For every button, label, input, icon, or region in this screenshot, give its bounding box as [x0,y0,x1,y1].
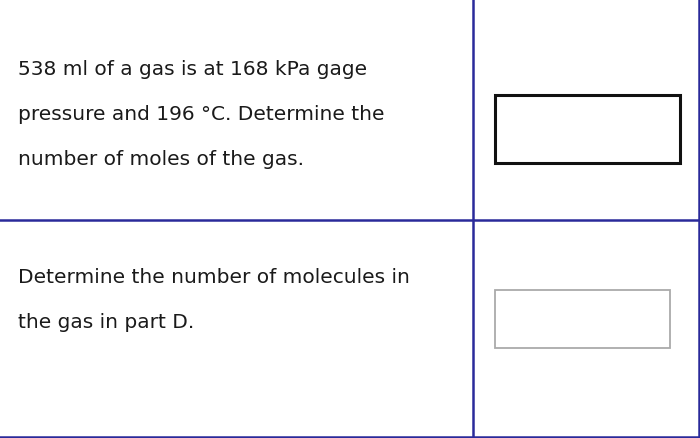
Bar [495,290,670,348]
Text: pressure and 196 °C. Determine the: pressure and 196 °C. Determine the [18,105,384,124]
Text: number of moles of the gas.: number of moles of the gas. [18,150,304,169]
Bar [495,95,680,163]
Text: Determine the number of molecules in: Determine the number of molecules in [18,268,410,287]
Text: 538 ml of a gas is at 168 kPa gage: 538 ml of a gas is at 168 kPa gage [18,60,367,79]
Text: the gas in part D.: the gas in part D. [18,313,195,332]
